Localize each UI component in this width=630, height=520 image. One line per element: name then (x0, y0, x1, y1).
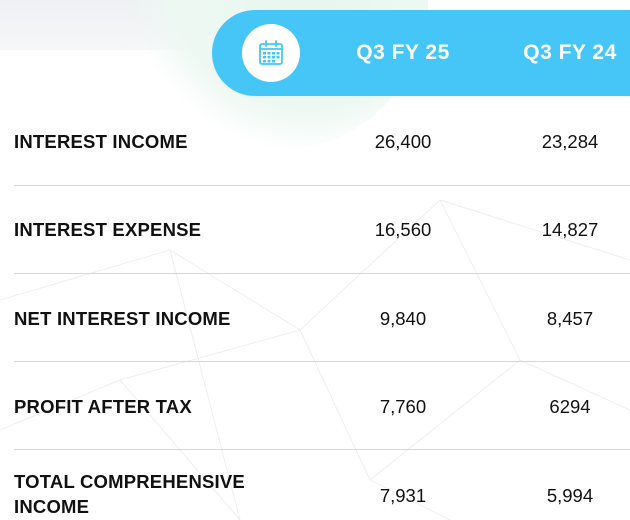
row-label-line2: INCOME (14, 496, 90, 517)
row-label-line1: TOTAL COMPREHENSIVE (14, 471, 245, 492)
row-label: PROFIT AFTER TAX (14, 396, 192, 417)
row-label: INTEREST INCOME (14, 131, 188, 152)
row-divider (14, 449, 630, 450)
row-divider (14, 361, 630, 362)
row-divider (14, 185, 630, 186)
column-header-q3fy25: Q3 FY 25 (356, 41, 450, 64)
value-q3fy25: 7,760 (379, 396, 427, 417)
value-q3fy25: 7,931 (379, 485, 427, 506)
value-q3fy24: 8,457 (546, 308, 594, 329)
table-row-interest-expense: INTEREST EXPENSE 16,560 14,827 (0, 185, 630, 273)
value-q3fy25: 9,840 (379, 308, 427, 329)
value-q3fy24: 23,284 (541, 131, 599, 152)
calendar-icon (259, 40, 283, 65)
value-q3fy24: 14,827 (541, 219, 599, 240)
value-q3fy25: 26,400 (374, 131, 432, 152)
value-q3fy24: 6294 (549, 396, 591, 417)
row-label: NET INTEREST INCOME (14, 308, 231, 329)
table-row-profit-after-tax: PROFIT AFTER TAX 7,760 6294 (0, 361, 630, 449)
value-q3fy24: 5,994 (546, 485, 594, 506)
calendar-badge (242, 24, 300, 82)
row-label: INTEREST EXPENSE (14, 219, 202, 240)
table-row-net-interest-income: NET INTEREST INCOME 9,840 8,457 (0, 273, 630, 361)
column-header-q3fy24: Q3 FY 24 (523, 41, 617, 64)
row-divider (14, 273, 630, 274)
table-row-total-comprehensive-income: TOTAL COMPREHENSIVE INCOME 7,931 5,994 (0, 449, 630, 520)
row-label: TOTAL COMPREHENSIVE INCOME (14, 469, 294, 519)
table-row-interest-income: INTEREST INCOME 26,400 23,284 (0, 97, 630, 185)
value-q3fy25: 16,560 (374, 219, 432, 240)
